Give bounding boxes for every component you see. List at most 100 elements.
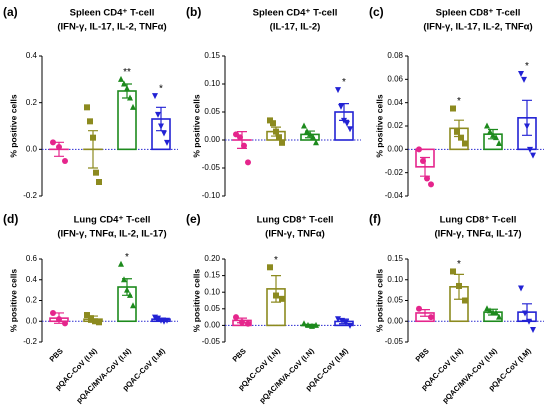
data-point	[487, 307, 493, 314]
data-point	[428, 314, 434, 321]
data-point	[124, 85, 130, 92]
y-tick-label: 0.2	[26, 98, 38, 107]
y-tick-label: 0.05	[387, 296, 403, 305]
panel-title: Lung CD8⁺ T-cell	[440, 215, 517, 226]
panel-title: Spleen CD4⁺ T-cell	[253, 8, 338, 19]
significance: *	[159, 83, 163, 94]
data-point	[428, 181, 434, 188]
y-tick-label: 0.00	[387, 144, 403, 153]
y-tick-label: 0.05	[204, 304, 220, 313]
panel-title: Lung CD4⁺ T-cell	[74, 215, 151, 226]
panel-subtitle: (IFN-γ, TNFα, IL-2, IL-17)	[57, 229, 166, 240]
data-point	[239, 319, 245, 326]
data-point	[305, 321, 311, 328]
y-tick-label: -0.02	[385, 168, 404, 177]
y-tick-label: -0.2	[23, 337, 37, 346]
y-tick-label: 0.15	[387, 254, 403, 263]
data-point	[344, 120, 350, 127]
panel-title: Lung CD8⁺ T-cell	[257, 215, 334, 226]
data-point	[518, 285, 524, 292]
data-point	[233, 314, 239, 321]
data-point	[420, 158, 426, 164]
data-point	[164, 317, 170, 324]
data-point	[155, 111, 161, 118]
y-axis-label: % positive cells	[191, 94, 201, 158]
data-point	[310, 133, 316, 140]
data-point	[487, 128, 493, 135]
data-point	[456, 282, 462, 289]
data-point	[88, 315, 94, 322]
y-tick-label: 0.10	[387, 275, 403, 284]
significance: *	[342, 77, 346, 88]
y-axis-label: % positive cells	[8, 94, 18, 158]
data-point	[56, 144, 62, 150]
data-point	[245, 320, 251, 327]
data-point	[335, 316, 341, 323]
data-point	[490, 131, 496, 138]
panel-subtitle: (IFN-γ, IL-17, IL-2, TNFα)	[57, 22, 166, 33]
data-point	[50, 309, 56, 316]
y-tick-label: 0.15	[204, 51, 220, 60]
data-point	[130, 103, 136, 110]
y-tick-label: 0.05	[204, 107, 220, 116]
data-point	[118, 260, 124, 267]
y-tick-label: -0.05	[202, 163, 221, 172]
significance: *	[457, 96, 461, 107]
data-point	[301, 122, 307, 129]
panel-letter: (d)	[3, 212, 18, 226]
data-point	[155, 315, 161, 322]
data-point	[56, 316, 62, 323]
significance: *	[525, 61, 529, 72]
data-point	[496, 140, 502, 146]
data-point	[164, 139, 170, 146]
data-point	[450, 105, 456, 112]
data-point	[127, 291, 133, 298]
y-tick-label: 0.10	[204, 287, 220, 296]
y-tick-label: 0.04	[387, 98, 403, 107]
y-axis-label: % positive cells	[374, 269, 384, 333]
data-point	[279, 295, 285, 302]
mean-bar	[117, 90, 137, 151]
data-point	[130, 302, 136, 309]
data-point	[62, 158, 68, 164]
y-tick-label: -0.04	[385, 191, 404, 200]
data-point	[530, 152, 536, 159]
y-tick-label: 0.00	[204, 321, 220, 330]
data-point	[521, 76, 527, 83]
data-point	[50, 139, 56, 146]
data-point	[530, 327, 536, 334]
data-point	[92, 318, 98, 325]
y-tick-label: 0.2	[26, 296, 38, 305]
y-tick-label: 0.0	[26, 144, 38, 153]
data-point	[462, 140, 468, 147]
panel-letter: (a)	[3, 5, 18, 19]
data-point	[276, 134, 282, 141]
panel-letter: (e)	[186, 212, 201, 226]
data-point	[347, 126, 353, 133]
data-point	[313, 321, 319, 328]
data-point	[127, 94, 133, 101]
panel-subtitle: (IL-17, IL-2)	[270, 22, 321, 33]
y-tick-label: -0.05	[385, 337, 404, 346]
data-point	[458, 134, 464, 141]
data-point	[526, 318, 532, 325]
data-point	[416, 305, 422, 312]
data-point	[496, 313, 502, 320]
data-point	[93, 169, 99, 176]
data-point	[124, 286, 130, 293]
data-point	[304, 128, 310, 135]
y-tick-label: 0.6	[26, 254, 38, 263]
data-point	[118, 75, 124, 82]
panel-subtitle: (IFN-γ, IL-17, IL-2, TNFα)	[423, 22, 532, 33]
data-point	[416, 146, 422, 153]
data-point	[307, 130, 313, 137]
significance: *	[274, 255, 278, 266]
data-point	[518, 71, 524, 77]
y-axis-label: % positive cells	[374, 94, 384, 158]
data-point	[152, 93, 158, 100]
data-point	[121, 80, 127, 87]
y-tick-label: 0.02	[387, 121, 403, 130]
panel-letter: (f)	[369, 212, 381, 226]
y-tick-label: 0.00	[387, 316, 403, 325]
data-point	[450, 268, 456, 275]
